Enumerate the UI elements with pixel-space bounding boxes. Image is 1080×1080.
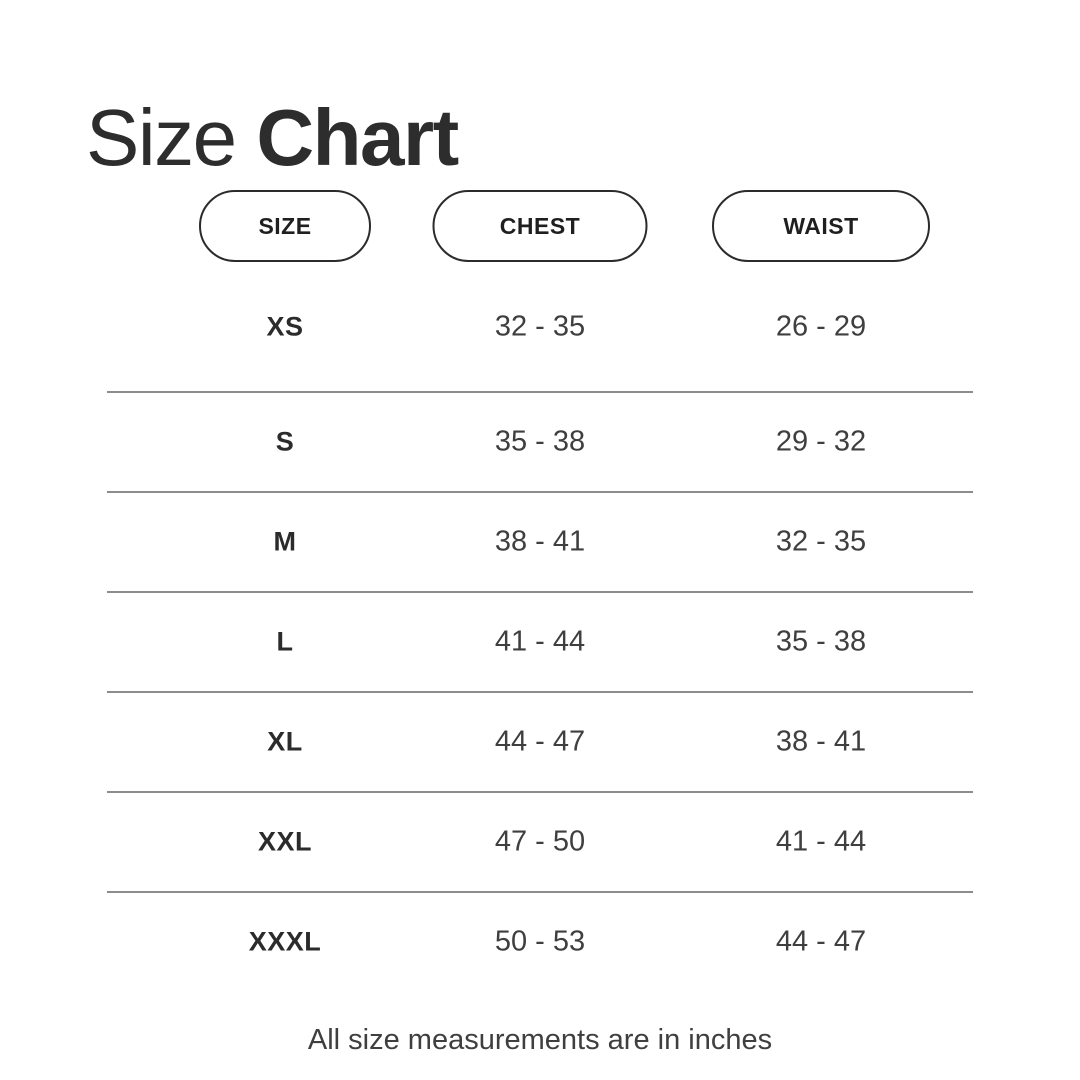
column-header-size-label: SIZE (258, 212, 312, 239)
page-title-bold: Chart (256, 92, 459, 182)
page-title: Size Chart (86, 97, 459, 178)
chest-range-cell: 50 - 53 (494, 925, 586, 958)
waist-range-cell: 38 - 41 (775, 725, 867, 758)
column-header-chest-label: CHEST (499, 212, 581, 239)
column-header-size: SIZE (199, 190, 371, 262)
table-row-l: L 41 - 44 35 - 38 (107, 591, 973, 691)
waist-range-cell: 41 - 44 (775, 825, 867, 858)
size-cell: L (276, 626, 294, 657)
size-cell: M (273, 526, 297, 557)
table-header-row: SIZE CHEST WAIST (107, 190, 973, 262)
waist-range-cell: 26 - 29 (775, 310, 867, 342)
chest-range-cell: 32 - 35 (494, 310, 586, 342)
page-title-regular: Size (86, 92, 237, 182)
waist-range-cell: 32 - 35 (775, 525, 867, 558)
chest-range-cell: 47 - 50 (494, 825, 586, 858)
waist-range-cell: 29 - 32 (775, 425, 867, 458)
column-header-chest: CHEST (432, 190, 648, 262)
table-row-m: M 38 - 41 32 - 35 (107, 491, 973, 591)
table-row-xxxl: XXXL 50 - 53 44 - 47 (107, 891, 973, 991)
chest-range-cell: 44 - 47 (494, 725, 586, 758)
size-table: SIZE CHEST WAIST XS 32 - 35 26 - 29 S 35… (107, 190, 973, 991)
size-cell: XL (267, 726, 303, 757)
size-cell: XS (266, 311, 304, 341)
column-header-waist: WAIST (712, 190, 930, 262)
units-footnote: All size measurements are in inches (307, 1024, 773, 1056)
table-row-xl: XL 44 - 47 38 - 41 (107, 691, 973, 791)
column-header-waist-label: WAIST (783, 212, 859, 239)
size-cell: S (275, 426, 295, 457)
waist-range-cell: 35 - 38 (775, 625, 867, 658)
table-row-s: S 35 - 38 29 - 32 (107, 391, 973, 491)
size-cell: XXXL (248, 926, 322, 957)
size-cell: XXL (257, 826, 313, 857)
waist-range-cell: 44 - 47 (775, 925, 867, 958)
table-row-xxl: XXL 47 - 50 41 - 44 (107, 791, 973, 891)
chest-range-cell: 38 - 41 (494, 525, 586, 558)
table-row-xs: XS 32 - 35 26 - 29 (107, 262, 973, 391)
chest-range-cell: 35 - 38 (494, 425, 586, 458)
chest-range-cell: 41 - 44 (494, 625, 586, 658)
